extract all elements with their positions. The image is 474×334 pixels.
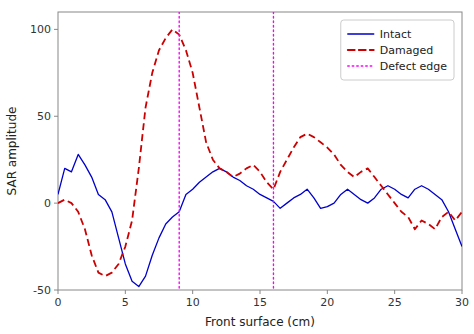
tick-mark: [260, 290, 261, 294]
tick-label: 30: [455, 296, 469, 309]
tick-mark: [58, 290, 59, 294]
tick-mark: [54, 203, 58, 204]
tick-label: 0: [44, 197, 51, 210]
defect-edge-line: [178, 12, 179, 290]
plot-area: [58, 12, 462, 290]
legend-box: [341, 20, 454, 80]
tick-label: 100: [30, 23, 51, 36]
tick-mark: [54, 116, 58, 117]
tick-mark: [192, 290, 193, 294]
x-axis-label: Front surface (cm): [205, 315, 315, 329]
defect-edge-line: [273, 12, 274, 290]
y-axis-label: SAR amplitude: [5, 107, 19, 196]
tick-mark: [327, 290, 328, 294]
legend-label: Defect edge: [380, 60, 447, 73]
tick-label: 10: [186, 296, 200, 309]
legend-swatch: [348, 49, 374, 51]
tick-mark: [462, 290, 463, 294]
tick-label: 50: [37, 110, 51, 123]
tick-label: 20: [320, 296, 334, 309]
chart: 0 5 10 15 20 25 30 -50 0 50 100 Front surface (cm) S…: [0, 0, 474, 334]
tick-label: 15: [253, 296, 267, 309]
tick-mark: [54, 290, 58, 291]
legend-label: Damaged: [380, 44, 433, 57]
tick-mark: [54, 29, 58, 30]
plot-frame: [58, 12, 462, 290]
tick-label: 5: [122, 296, 129, 309]
legend-label: Intact: [380, 28, 412, 41]
tick-label: 25: [388, 296, 402, 309]
legend-swatch: [348, 33, 374, 34]
tick-label: -50: [33, 284, 51, 297]
tick-label: 0: [55, 296, 62, 309]
legend-swatch: [348, 65, 374, 66]
tick-mark: [125, 290, 126, 294]
tick-mark: [394, 290, 395, 294]
line-series: [58, 154, 462, 286]
legend: Intact Damaged Defect edge: [341, 20, 454, 80]
line-series: [58, 29, 462, 276]
